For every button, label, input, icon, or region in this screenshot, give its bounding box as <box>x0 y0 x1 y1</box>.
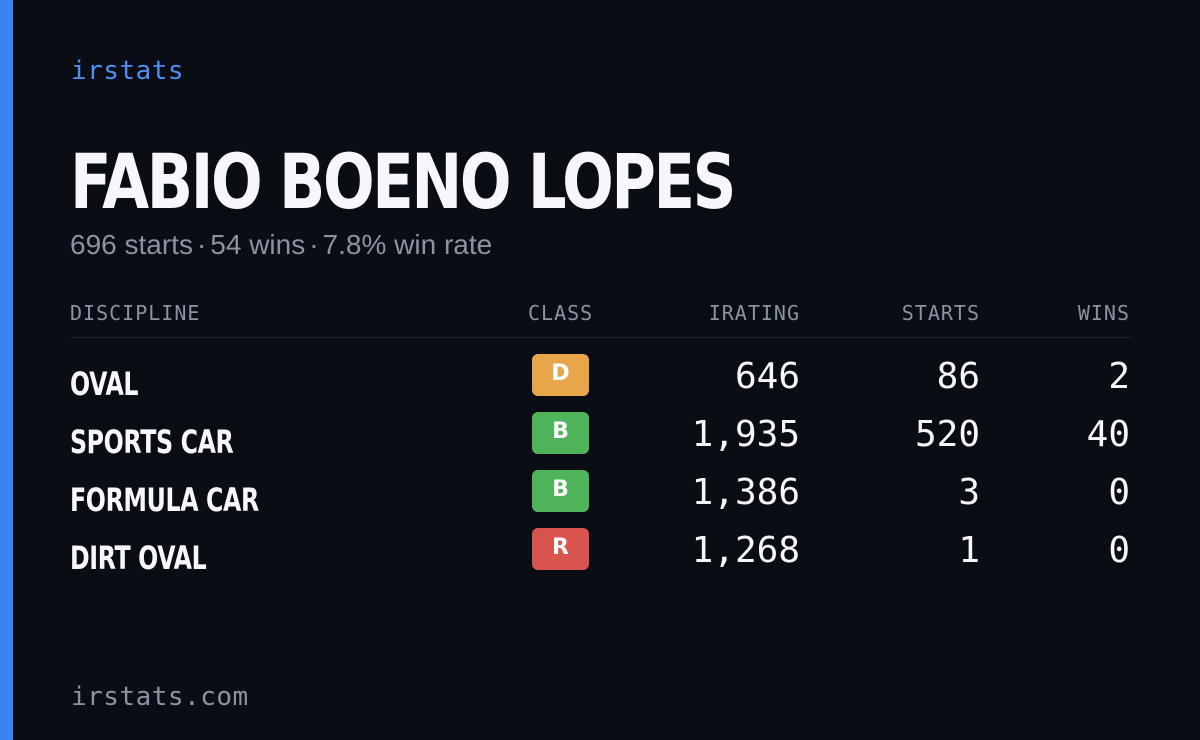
wins-value: 2 <box>1108 356 1130 397</box>
wins-value: 0 <box>1108 530 1130 571</box>
starts-value: 86 <box>936 356 980 397</box>
wins-value: 40 <box>1086 414 1130 455</box>
wins-value: 0 <box>1108 472 1130 513</box>
irating-value: 1,268 <box>691 530 800 571</box>
table-row: OVAL D 646 86 2 <box>70 354 1131 412</box>
starts-value: 3 <box>958 472 980 513</box>
accent-bar <box>0 0 13 740</box>
header-class: CLASS <box>528 301 594 325</box>
irating-value: 1,935 <box>691 414 800 455</box>
table-row: FORMULA CAR B 1,386 3 0 <box>70 470 1131 528</box>
class-badge: D <box>532 354 589 396</box>
discipline-name: DIRT OVAL <box>70 539 207 577</box>
table-row: DIRT OVAL R 1,268 1 0 <box>70 528 1131 586</box>
summary-wins: 54 wins <box>210 229 306 260</box>
footer-site-link[interactable]: irstats.com <box>71 682 249 712</box>
header-wins: WINS <box>1077 301 1130 325</box>
summary-separator: · <box>309 229 319 260</box>
irating-value: 646 <box>734 356 800 397</box>
header-divider <box>70 337 1131 338</box>
starts-value: 1 <box>958 530 980 571</box>
header-irating: IRATING <box>708 301 800 325</box>
class-badge: B <box>532 412 589 454</box>
stats-table: DISCIPLINE CLASS IRATING STARTS WINS OVA… <box>70 0 1131 740</box>
irating-value: 1,386 <box>691 472 800 513</box>
class-badge: R <box>532 528 589 570</box>
summary-win-rate: 7.8% win rate <box>322 229 493 260</box>
header-starts: STARTS <box>901 301 980 325</box>
player-summary: 696 starts · 54 wins · 7.8% win rate <box>70 226 492 264</box>
table-row: SPORTS CAR B 1,935 520 40 <box>70 412 1131 470</box>
summary-separator: · <box>196 229 207 260</box>
discipline-name: OVAL <box>70 365 139 403</box>
discipline-name: FORMULA CAR <box>70 481 259 519</box>
player-name: FABIO BOENO LOPES <box>70 137 736 226</box>
header-discipline: DISCIPLINE <box>70 301 201 325</box>
summary-starts: 696 starts <box>70 229 193 260</box>
starts-value: 520 <box>914 414 980 455</box>
discipline-name: SPORTS CAR <box>70 423 234 461</box>
class-badge: B <box>532 470 589 512</box>
brand-logo[interactable]: irstats <box>71 56 185 86</box>
